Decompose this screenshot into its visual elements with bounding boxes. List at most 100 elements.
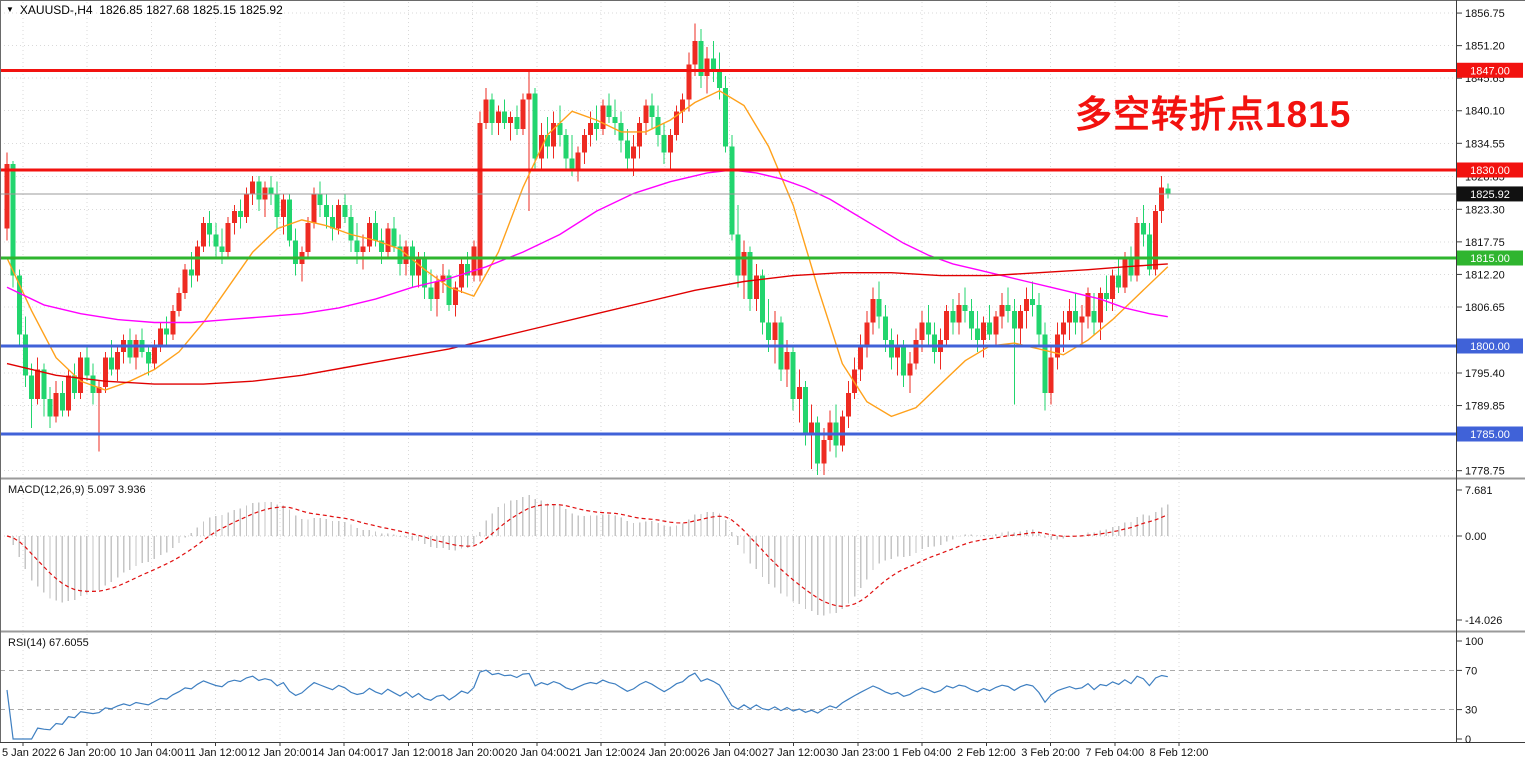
indicator-panels: MACD(12,26,9) 5.097 3.936 RSI(14) 67.6055 — [6, 484, 1169, 740]
time-tick-label: 18 Jan 20:00 — [441, 747, 505, 759]
candle-body — [630, 146, 636, 159]
candle-body — [790, 351, 796, 399]
candle-body — [759, 275, 765, 323]
time-tick-label: 21 Jan 12:00 — [569, 747, 633, 759]
candle-body — [508, 117, 514, 124]
candle-body — [336, 205, 342, 229]
macd-signal-line — [6, 503, 1169, 608]
candle-body — [440, 275, 446, 282]
candle-body — [667, 134, 673, 153]
candle-body — [348, 216, 354, 241]
price-badge-label: 1800.00 — [1470, 341, 1510, 353]
time-tick-label: 3 Feb 20:00 — [1021, 747, 1080, 759]
candle-body — [250, 181, 256, 194]
candle-body — [108, 357, 114, 370]
candle-body — [993, 316, 999, 335]
candle-body — [895, 346, 901, 358]
candle-body — [176, 293, 182, 311]
time-tick-label: 1 Feb 04:00 — [893, 747, 952, 759]
candle-body — [532, 93, 538, 159]
candle-body — [29, 375, 35, 399]
price-tick-label: 1806.65 — [1465, 302, 1505, 314]
candle-body — [1165, 188, 1171, 194]
candle-body — [452, 287, 458, 305]
candle-body — [544, 134, 550, 147]
candle-body — [342, 205, 348, 217]
candle-body — [1042, 334, 1048, 393]
candle-body — [944, 310, 950, 341]
candle-body — [698, 40, 704, 77]
candle-body — [385, 228, 391, 253]
candle-body — [925, 322, 931, 335]
candle-body — [882, 316, 888, 341]
candle-body — [280, 199, 286, 217]
candle-body — [219, 246, 225, 253]
time-tick-label: 8 Feb 12:00 — [1150, 747, 1209, 759]
candle-body — [802, 387, 808, 434]
candle-body — [981, 322, 987, 341]
candle-body — [1110, 275, 1116, 300]
symbol-dropdown-icon[interactable]: ▼ — [6, 5, 14, 14]
candle-body — [1122, 258, 1128, 288]
time-tick-label: 10 Jan 04:00 — [120, 747, 184, 759]
candle-body — [1091, 310, 1097, 323]
price-badge-label: 1825.92 — [1470, 189, 1510, 201]
candle-body — [716, 70, 722, 88]
candle-body — [569, 158, 575, 170]
candle-body — [330, 216, 336, 229]
candle-body — [268, 187, 274, 194]
price-badge — [1457, 186, 1523, 202]
candle-body — [575, 152, 581, 170]
axes — [0, 0, 1525, 743]
time-tick-label: 7 Feb 04:00 — [1085, 747, 1144, 759]
level-lines[interactable] — [0, 68, 1456, 436]
time-tick-label: 24 Jan 20:00 — [633, 747, 697, 759]
symbol-info-bar: ▼ XAUUSD-,H4 1826.85 1827.68 1825.15 182… — [6, 3, 283, 17]
candle-body — [4, 164, 10, 229]
time-tick-label: 26 Jan 04:00 — [698, 747, 762, 759]
candle-body — [686, 64, 692, 100]
candle-body — [84, 357, 90, 376]
candle-body — [1048, 357, 1054, 393]
candle-body — [673, 111, 679, 135]
candle-body — [864, 322, 870, 346]
annotation-text: 多空转折点1815 — [1075, 94, 1352, 135]
price-badge — [1457, 62, 1523, 78]
price-tick-label: 1812.20 — [1465, 269, 1505, 281]
candle-body — [852, 369, 858, 393]
candle-body — [41, 369, 47, 399]
candle-body — [637, 123, 643, 147]
candle-body — [35, 369, 41, 399]
candle-body — [477, 123, 483, 276]
price-badge-label: 1815.00 — [1470, 253, 1510, 265]
candle-body — [274, 193, 280, 217]
candle-body — [293, 240, 299, 264]
candle-body — [323, 205, 329, 217]
candle-body — [311, 193, 317, 223]
time-tick-label: 5 Jan 2022 — [2, 747, 56, 759]
time-tick-label: 2 Feb 12:00 — [957, 747, 1016, 759]
candle-body — [931, 334, 937, 352]
rsi-label: RSI(14) 67.6055 — [8, 637, 89, 649]
candle-body — [526, 93, 532, 100]
price-tick-label: 1778.75 — [1465, 466, 1505, 478]
price-badge — [1457, 162, 1523, 178]
candle-body — [1067, 310, 1073, 323]
price-tick-label: 1795.40 — [1465, 368, 1505, 380]
candle-body — [551, 123, 557, 147]
candle-body — [845, 392, 851, 417]
candle-body — [10, 164, 16, 276]
candle-body — [950, 310, 956, 323]
candle-body — [1140, 222, 1146, 235]
candle-body — [305, 222, 311, 253]
candle-body — [815, 422, 821, 464]
candle-body — [194, 246, 200, 276]
candle-body — [1153, 211, 1159, 270]
macd-tick-label: 7.681 — [1465, 485, 1493, 497]
price-badge — [1457, 250, 1523, 266]
rsi-tick-label: 30 — [1465, 705, 1477, 717]
candle-body — [231, 211, 237, 223]
candle-body — [563, 134, 569, 159]
candle-body — [90, 375, 96, 393]
